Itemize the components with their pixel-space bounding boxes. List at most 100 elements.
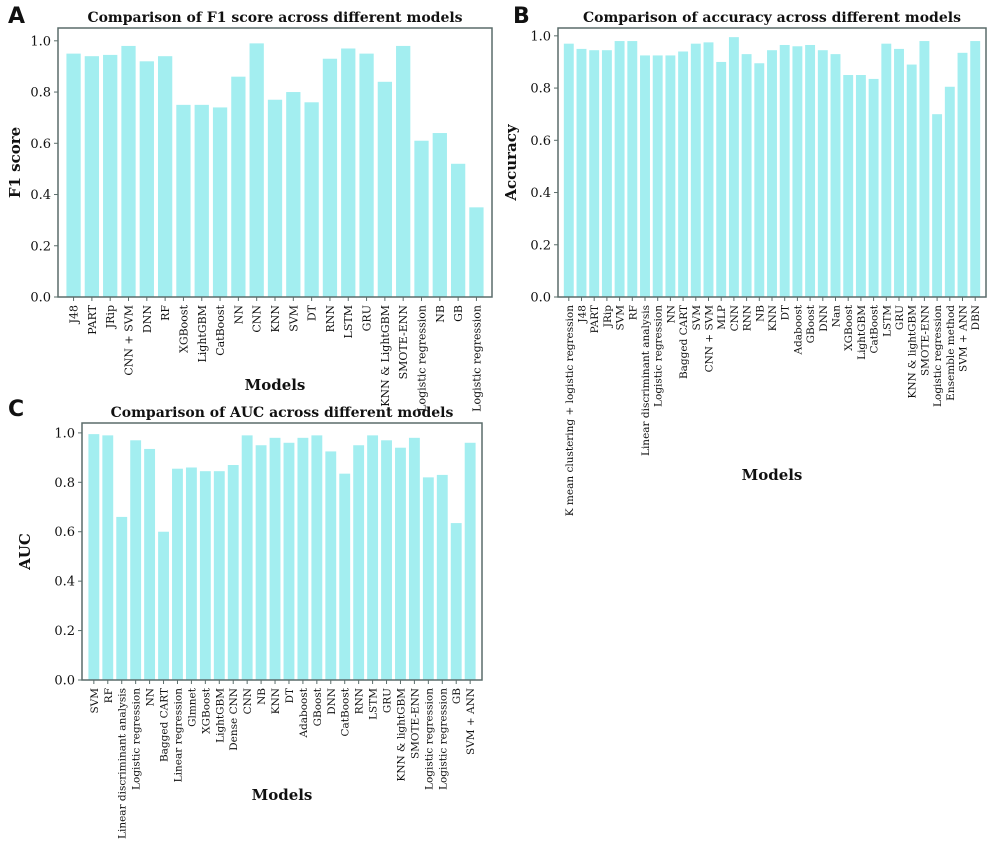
auc-bar: [353, 445, 365, 680]
f1-xtick-label: NB: [434, 305, 447, 323]
accuracy-bar: [754, 63, 765, 298]
accuracy-bar: [817, 50, 828, 297]
f1-chart-title: Comparison of F1 score across different …: [87, 10, 462, 26]
auc-xtick-label: NN: [145, 688, 157, 706]
accuracy-xtick-label: DNN: [818, 305, 830, 332]
auc-bar: [436, 474, 448, 680]
accuracy-bar: [627, 41, 638, 297]
accuracy-bar: [703, 42, 714, 298]
accuracy-bar: [894, 48, 904, 297]
auc-ytick-label: 0.2: [54, 624, 75, 639]
auc-bar: [450, 523, 462, 680]
auc-xtick-label: LSTM: [368, 688, 380, 720]
accuracy-xtick-label: CNN + SVM: [703, 305, 715, 373]
f1-bar: [359, 53, 374, 297]
auc-plot-frame: [81, 422, 483, 681]
auc-xtick-label: RF: [103, 688, 115, 703]
accuracy-xtick-label: Linear discriminant analysis: [640, 305, 652, 456]
f1-xtick-label: DT: [306, 304, 319, 321]
auc-y-axis-label: AUC: [16, 533, 34, 571]
f1-bar: [121, 45, 136, 297]
f1-xtick-label: J48: [68, 305, 81, 324]
f1-xtick-label: RF: [159, 305, 172, 321]
f1-bar: [469, 207, 484, 297]
auc-xtick-label: DT: [284, 688, 296, 703]
auc-ytick-label: 0.0: [54, 674, 75, 689]
accuracy-bar: [932, 114, 943, 297]
auc-xtick-label: Logistic regression: [423, 688, 435, 790]
f1-xtick-label: LSTM: [342, 305, 355, 338]
f1-x-axis-label: Models: [245, 376, 306, 394]
auc-bar: [381, 440, 392, 680]
auc-xtick-label: Bagged CART: [159, 688, 171, 762]
f1-xtick-label: Logistic regression: [470, 305, 483, 412]
f1-bar: [194, 104, 209, 297]
accuracy-xtick-label: SVM + ANN: [958, 305, 970, 372]
auc-xtick-label: Glmnet: [186, 687, 198, 727]
auc-bar: [185, 467, 197, 680]
auc-xtick-label: DNN: [326, 688, 338, 715]
auc-bar: [269, 437, 281, 680]
auc-xtick-label: GBoost: [312, 687, 324, 726]
f1-bar: [249, 43, 264, 297]
auc-xtick-label: KNN: [270, 688, 282, 714]
auc-bar: [255, 445, 267, 680]
accuracy-xtick-label: KNN: [767, 305, 779, 331]
accuracy-ytick-label: 0.2: [530, 238, 551, 253]
auc-bar: [367, 435, 379, 680]
f1-bar: [176, 104, 191, 297]
f1-bar: [212, 107, 228, 298]
auc-xtick-label: CNN: [242, 688, 254, 714]
accuracy-bar: [855, 75, 866, 298]
accuracy-bar: [906, 64, 917, 297]
auc-xtick-label: LightGBM: [214, 688, 226, 743]
accuracy-bar: [792, 46, 803, 297]
auc-ytick-label: 0.8: [54, 476, 75, 491]
f1-bar: [231, 76, 246, 297]
f1-bar: [432, 133, 447, 297]
accuracy-bar: [881, 43, 892, 297]
panel-letter-b: B: [513, 4, 530, 29]
accuracy-bar: [690, 43, 701, 297]
accuracy-xtick-label: Ensemble method: [945, 305, 957, 401]
accuracy-bar: [576, 48, 587, 297]
accuracy-xtick-label: CNN: [729, 305, 741, 331]
accuracy-xtick-label: Bagged CART: [678, 305, 690, 379]
auc-chart-title: Comparison of AUC across different model…: [111, 405, 454, 421]
f1-bar: [304, 102, 319, 298]
accuracy-bar: [678, 51, 689, 298]
accuracy-xtick-label: K mean clustering + logistic regression: [564, 305, 576, 516]
accuracy-x-axis-label: Models: [742, 466, 803, 484]
accuracy-xtick-label: PART: [589, 305, 601, 333]
accuracy-bar: [601, 50, 612, 297]
accuracy-xtick-label: RF: [627, 305, 639, 320]
f1-bar: [341, 48, 356, 297]
accuracy-ytick-label: 1.0: [530, 29, 551, 44]
accuracy-bar: [805, 44, 816, 298]
accuracy-bar: [919, 41, 930, 297]
accuracy-xtick-label: CatBoost: [869, 304, 881, 353]
auc-bar: [227, 465, 239, 680]
f1-xtick-label: Logistic regression: [415, 305, 428, 412]
f1-xtick-label: GB: [452, 305, 465, 322]
auc-ytick-label: 0.4: [54, 575, 75, 590]
accuracy-xtick-label: SMOTE-ENN: [919, 305, 931, 376]
accuracy-xtick-label: GBoost: [805, 304, 817, 343]
accuracy-bar: [563, 43, 574, 297]
auc-bar: [408, 437, 420, 680]
f1-bar: [450, 163, 466, 297]
accuracy-bar: [830, 54, 841, 298]
accuracy-xtick-label: NN: [665, 305, 677, 323]
f1-bar: [322, 58, 338, 297]
accuracy-bar: [728, 37, 739, 297]
f1-bar: [267, 99, 283, 297]
auc-xtick-label: Adaboost: [298, 687, 310, 738]
f1-ytick-label: 0.4: [30, 188, 51, 203]
auc-bar: [464, 442, 476, 680]
f1-ytick-label: 1.0: [30, 34, 51, 49]
auc-bar: [339, 473, 351, 680]
accuracy-bar: [652, 55, 663, 297]
accuracy-xtick-label: RNN: [742, 305, 754, 331]
